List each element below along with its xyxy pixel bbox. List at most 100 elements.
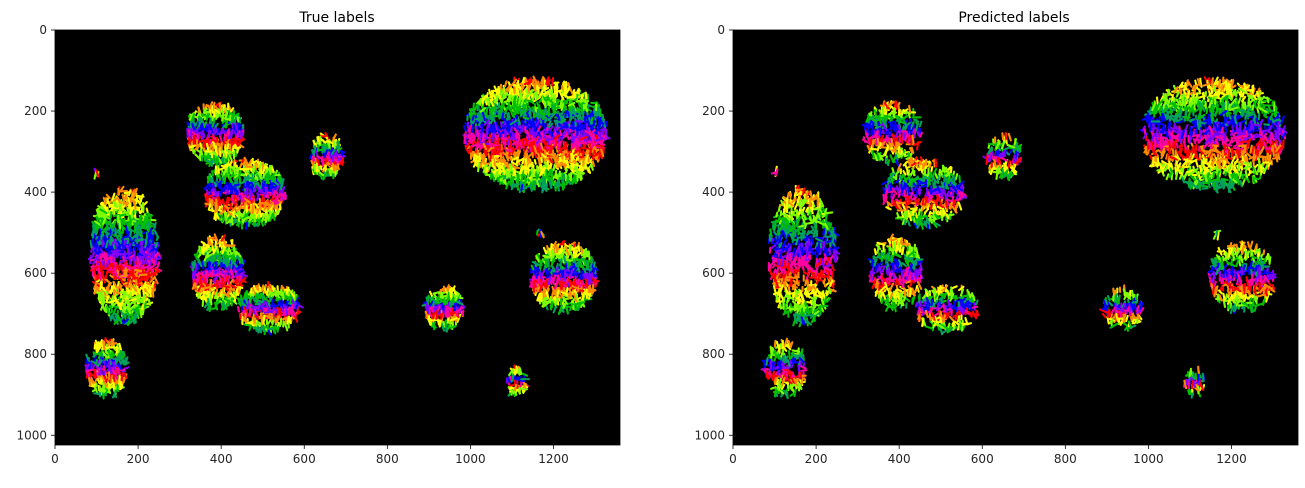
true-labels-cell-mark [234, 122, 238, 130]
true-labels-cell-mark [102, 213, 110, 220]
true-labels-cell-mark [580, 138, 586, 145]
true-labels-cell-mark [142, 218, 146, 228]
true-labels-cell-mark [476, 129, 479, 138]
true-labels-cell-mark [112, 264, 117, 274]
true-labels-cell-mark [455, 300, 464, 306]
true-labels-cell-mark [522, 148, 526, 155]
true-labels-cell-mark [115, 368, 121, 376]
true-labels-cell-mark [477, 162, 481, 173]
true-labels-cell-mark [146, 236, 151, 247]
true-labels-cell-mark [585, 126, 589, 133]
true-labels-cell-mark [488, 139, 492, 146]
true-labels-cell-mark [236, 306, 241, 313]
true-labels-cell-mark [252, 165, 256, 174]
true-labels-cell-mark [251, 305, 256, 315]
true-labels-cell-mark [270, 298, 275, 307]
true-labels-cell-mark [116, 240, 122, 247]
true-labels-cell-mark [97, 208, 104, 214]
true-labels-cell-mark [243, 216, 250, 221]
true-labels-cell-mark [431, 322, 437, 329]
true-labels-cell-mark [124, 268, 128, 278]
true-labels-cell-mark [496, 137, 501, 146]
true-labels-cell-mark [224, 212, 228, 219]
true-labels-cell-mark [438, 319, 442, 328]
true-labels-cell-mark [205, 125, 209, 133]
true-labels-cell-mark [147, 276, 154, 284]
true-labels-cell-mark [537, 140, 542, 150]
true-labels-cell-mark [187, 135, 191, 142]
true-labels-cell-mark [111, 262, 115, 270]
true-labels-cell-mark [103, 352, 108, 359]
true-labels-cell-mark [516, 173, 520, 184]
true-labels-cell-mark [508, 368, 515, 376]
true-labels-cell-mark [582, 131, 586, 139]
true-labels-cell-mark [492, 123, 496, 130]
true-labels-cell-mark [128, 214, 132, 224]
true-labels-cell-mark [235, 206, 242, 212]
true-labels-cell-mark [111, 389, 118, 399]
true-labels-cell-mark [152, 250, 156, 259]
true-labels-cell-mark [547, 110, 550, 118]
true-labels-cell-mark [196, 149, 202, 154]
true-labels-cell-mark [564, 173, 568, 181]
true-labels-cell-mark [226, 300, 229, 308]
true-labels-cell-mark [551, 76, 555, 87]
true-labels-cell-mark [440, 291, 443, 299]
true-labels-cell-mark [103, 375, 107, 384]
true-labels-cell-mark [574, 92, 580, 102]
true-labels-cell-mark [207, 262, 212, 271]
true-labels-cell-mark [553, 119, 564, 124]
true-labels-cell-mark [285, 286, 290, 295]
true-labels-cell-mark [200, 155, 209, 159]
true-labels-cell-mark [497, 86, 501, 94]
true-labels-cell-mark [525, 88, 529, 96]
true-labels-cell-mark [192, 137, 196, 144]
true-labels-cell-mark [468, 112, 472, 119]
true-labels-cell-mark [231, 259, 238, 268]
true-labels-cell-mark [109, 226, 113, 236]
true-labels-cell-mark [116, 196, 122, 205]
true-labels-cell-mark [144, 285, 151, 294]
true-labels-cell-mark [226, 218, 234, 225]
true-labels-cell-mark [218, 166, 226, 171]
true-labels-cell-mark [258, 285, 263, 292]
true-labels-cell-mark [106, 245, 114, 249]
true-labels-cell-mark [461, 309, 465, 317]
true-labels-cell-mark [234, 149, 238, 157]
true-labels-cell-mark [286, 295, 292, 302]
true-labels-cell-mark [544, 183, 548, 191]
true-labels-cell-mark [144, 235, 149, 243]
true-labels-cell-mark [324, 158, 327, 166]
true-labels-cell-mark [117, 315, 123, 324]
true-labels-cell-mark [539, 76, 545, 85]
true-labels-cell-mark [111, 219, 117, 225]
true-labels-cell-mark [272, 190, 277, 199]
true-labels-cell-mark [135, 305, 142, 309]
true-labels-cell-mark [331, 154, 335, 163]
true-labels-cell-mark [208, 239, 213, 247]
true-labels-cell-mark [511, 373, 515, 382]
true-labels-cell-mark [205, 158, 212, 164]
true-labels-cell-mark [572, 172, 580, 176]
true-labels-cell-mark [294, 315, 299, 323]
true-labels-cell-mark [223, 275, 229, 285]
true-labels-cell-cluster [87, 185, 163, 327]
true-labels-cell-mark [524, 166, 528, 176]
true-labels-cell-mark [123, 366, 130, 370]
true-labels-cell-mark [139, 260, 144, 268]
true-labels-cell-mark [272, 325, 277, 335]
true-labels-cell-mark [240, 162, 247, 166]
true-labels-cell-mark [104, 239, 109, 249]
true-labels-cell-mark [211, 151, 219, 157]
true-labels-cell-mark [587, 139, 594, 145]
true-labels-cell-mark [99, 208, 108, 215]
true-labels-cell-mark [424, 310, 429, 319]
true-labels-cell-mark [440, 302, 445, 311]
true-labels-cell-mark [500, 164, 505, 172]
true-labels-cell-mark [452, 287, 457, 296]
true-labels-cell-mark [576, 142, 580, 151]
true-labels-cell-mark [92, 256, 98, 265]
true-labels-cell-mark [266, 178, 270, 185]
true-labels-cell-mark [503, 80, 508, 88]
true-labels-cell-mark [563, 85, 567, 94]
